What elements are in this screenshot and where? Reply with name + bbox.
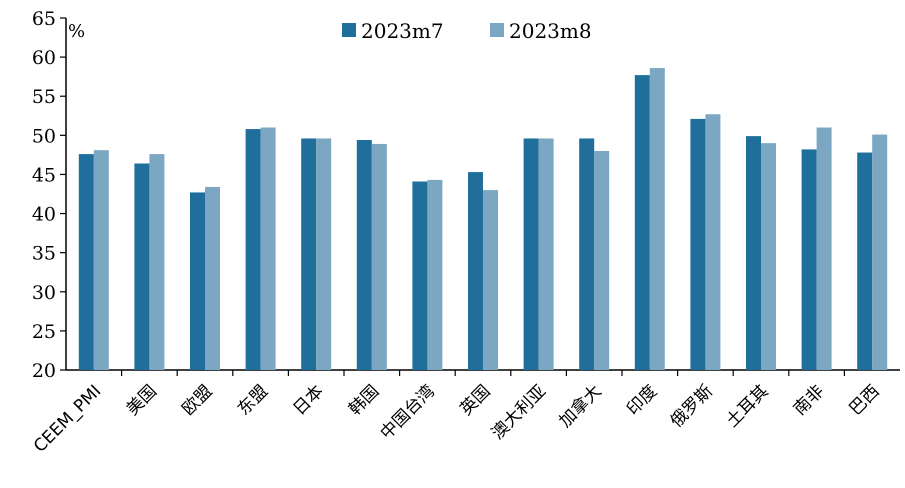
x-tick-label: 欧盟	[178, 381, 216, 419]
y-tick-label: 65	[32, 8, 56, 30]
bars	[79, 68, 887, 370]
x-tick-label: 印度	[623, 381, 661, 419]
legend-swatch-2023m7	[342, 23, 356, 37]
legend-label: 2023m7	[361, 19, 444, 43]
bar-2023m8-13	[817, 128, 832, 370]
bar-2023m7-0	[79, 154, 94, 370]
bar-2023m7-7	[468, 172, 483, 370]
bar-2023m7-14	[857, 153, 872, 370]
bar-2023m8-6	[427, 180, 442, 370]
bar-2023m7-1	[134, 163, 149, 370]
x-tick-label: 东盟	[234, 381, 272, 419]
x-tick-label: CEEM_PMI	[30, 381, 105, 456]
legend-label: 2023m8	[509, 19, 592, 43]
x-tick-label: 中国台湾	[377, 381, 439, 443]
bar-2023m8-9	[594, 151, 609, 370]
x-tick-label: 英国	[456, 381, 494, 419]
x-tick-label: 美国	[123, 381, 161, 419]
bar-2023m8-0	[94, 150, 109, 370]
y-tick-label: 35	[32, 243, 56, 265]
bar-2023m8-8	[539, 138, 554, 370]
y-tick-label: 60	[32, 47, 56, 69]
x-tick-label: 韩国	[345, 381, 383, 419]
bar-2023m8-2	[205, 187, 220, 370]
x-tick-label: 日本	[290, 381, 328, 419]
bar-2023m7-6	[412, 181, 427, 370]
legend-swatch-2023m8	[490, 23, 504, 37]
bar-2023m7-4	[301, 138, 316, 370]
y-tick-label: 25	[32, 321, 56, 343]
x-tick-label: 俄罗斯	[667, 381, 717, 431]
y-tick-label: 20	[32, 360, 56, 382]
x-tick-label: 巴西	[846, 381, 884, 419]
bar-2023m7-2	[190, 192, 205, 370]
bar-2023m8-7	[483, 190, 498, 370]
y-tick-label: 30	[32, 282, 56, 304]
bar-2023m8-11	[705, 114, 720, 370]
bar-2023m8-14	[872, 135, 887, 370]
y-tick-label: 55	[32, 86, 56, 108]
y-tick-label: 40	[32, 204, 56, 226]
bar-2023m7-10	[635, 75, 650, 370]
x-tick-label: 土耳其	[722, 381, 772, 431]
bar-2023m8-5	[372, 144, 387, 370]
bar-2023m7-11	[690, 119, 705, 370]
bar-2023m8-10	[650, 68, 665, 370]
bar-2023m7-12	[746, 136, 761, 370]
y-tick-label: 45	[32, 164, 56, 186]
unit-label: %	[68, 21, 85, 42]
bar-2023m8-1	[149, 154, 164, 370]
bar-2023m7-8	[524, 138, 539, 370]
x-tick-label: 南非	[790, 381, 828, 419]
bar-2023m7-5	[357, 140, 372, 370]
x-tick-label: 加拿大	[555, 381, 606, 432]
y-tick-label: 50	[32, 125, 56, 147]
bar-2023m8-3	[261, 128, 276, 370]
x-tick-label: 澳大利亚	[488, 381, 550, 443]
bar-2023m7-13	[802, 149, 817, 370]
bar-2023m8-4	[316, 138, 331, 370]
legend: 2023m7 2023m8	[342, 19, 592, 43]
bar-2023m8-12	[761, 143, 776, 370]
bar-2023m7-3	[246, 129, 261, 370]
bar-2023m7-9	[579, 138, 594, 370]
